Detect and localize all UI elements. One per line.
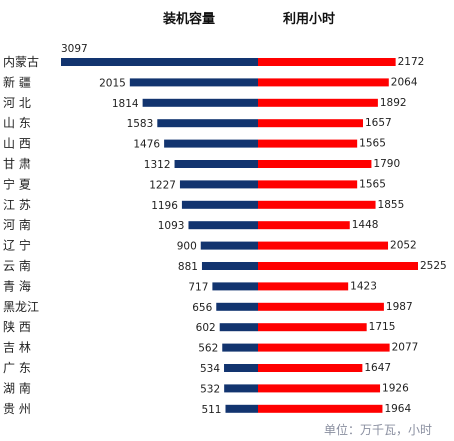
category-label: 河 北 [3, 96, 31, 110]
capacity-value-label: 511 [201, 404, 221, 416]
capacity-bar [200, 241, 258, 250]
category-label: 宁 夏 [3, 176, 31, 191]
category-label: 吉 林 [3, 341, 31, 355]
hours-value-label: 1647 [364, 362, 391, 374]
hours-bar [258, 404, 383, 413]
capacity-value-label: 532 [200, 383, 220, 395]
capacity-bar [179, 180, 258, 189]
capacity-bar [61, 58, 258, 66]
capacity-bar [157, 119, 258, 128]
category-label: 广 东 [3, 361, 31, 375]
capacity-value-label: 717 [188, 281, 208, 293]
capacity-bar [142, 98, 258, 107]
capacity-value-label: 534 [200, 363, 220, 375]
category-label: 黑龙江 [3, 300, 39, 314]
hours-value-label: 2077 [392, 342, 419, 354]
capacity-bar [216, 302, 258, 311]
capacity-value-label: 602 [196, 322, 216, 334]
hours-value-label: 1565 [359, 178, 386, 190]
capacity-value-label: 881 [178, 261, 198, 273]
category-label: 云 南 [3, 258, 31, 273]
category-label: 内蒙古 [3, 54, 39, 69]
hours-value-label: 1423 [350, 280, 377, 292]
hours-value-label: 1790 [373, 158, 400, 170]
capacity-bar [212, 282, 258, 291]
category-label: 山 东 [3, 116, 31, 130]
capacity-bar [225, 404, 258, 413]
hours-bar [258, 364, 363, 372]
capacity-bar [181, 200, 258, 209]
hours-bar [258, 139, 358, 148]
category-label: 青 海 [3, 278, 31, 293]
category-label: 辽 宁 [3, 238, 31, 253]
hours-value-label: 1964 [384, 403, 411, 415]
capacity-bar [222, 343, 258, 352]
hours-value-label: 2172 [398, 56, 425, 68]
capacity-bar [188, 221, 258, 230]
category-label: 江 苏 [3, 198, 31, 212]
hours-bar [258, 343, 390, 352]
capacity-bar [164, 139, 258, 148]
category-label: 河 南 [3, 217, 31, 232]
capacity-bar [174, 160, 258, 168]
hours-bar [258, 160, 372, 168]
category-label: 新 疆 [3, 74, 31, 89]
hours-value-label: 1987 [386, 301, 413, 313]
hours-bar [258, 200, 376, 209]
hours-bar [258, 282, 349, 291]
capacity-value-label: 1312 [144, 159, 171, 171]
hours-bar [258, 58, 396, 66]
capacity-value-label: 656 [192, 302, 212, 314]
hours-bar [258, 98, 378, 107]
capacity-value-label: 1476 [133, 139, 160, 151]
hours-bar [258, 302, 384, 311]
hours-bar [258, 180, 358, 189]
hours-value-label: 2052 [390, 240, 417, 252]
category-label: 贵 州 [3, 402, 31, 416]
category-label: 陕 西 [3, 319, 31, 334]
capacity-bar [224, 364, 258, 372]
capacity-value-label: 1196 [151, 200, 178, 212]
hours-bar [258, 78, 389, 87]
hours-value-label: 1448 [352, 219, 379, 231]
hours-bar [258, 241, 389, 250]
capacity-value-label: 1583 [127, 118, 154, 130]
capacity-bar [129, 78, 258, 87]
capacity-value-label: 562 [198, 343, 218, 355]
hours-value-label: 1715 [369, 321, 396, 333]
capacity-value-label: 1093 [158, 220, 185, 232]
capacity-value-label: 1227 [149, 179, 176, 191]
unit-note: 单位：万千瓦，小时 [324, 423, 433, 437]
capacity-value-label: 1814 [112, 98, 139, 110]
series-header-hours: 利用小时 [283, 12, 336, 27]
hours-value-label: 2064 [391, 76, 418, 88]
category-label: 湖 南 [3, 380, 31, 395]
hours-bar [258, 323, 367, 332]
capacity-value-label: 3097 [61, 43, 88, 55]
series-header-capacity: 装机容量 [163, 12, 216, 27]
hours-value-label: 1657 [365, 117, 392, 129]
capacity-value-label: 2015 [99, 77, 126, 89]
capacity-bar [219, 323, 258, 332]
hours-bar [258, 262, 418, 270]
capacity-bar [201, 262, 258, 270]
hours-value-label: 2525 [420, 260, 447, 272]
hours-value-label: 1855 [378, 199, 405, 211]
hours-value-label: 1926 [382, 382, 409, 394]
hours-bar [258, 221, 350, 230]
capacity-value-label: 900 [177, 241, 197, 253]
hours-bar [258, 119, 363, 128]
category-label: 甘 肃 [3, 157, 31, 171]
capacity-bar [224, 384, 258, 393]
hours-value-label: 1892 [380, 97, 407, 109]
hours-value-label: 1565 [359, 138, 386, 150]
hours-bar [258, 384, 381, 393]
category-label: 山 西 [3, 137, 31, 151]
